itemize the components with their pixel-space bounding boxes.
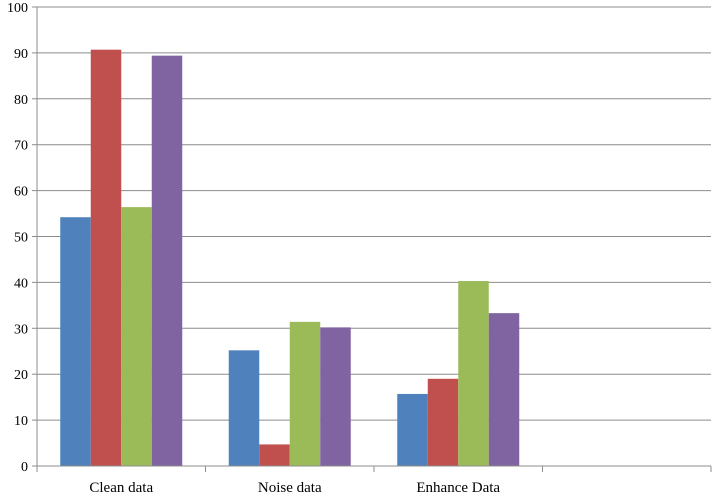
y-tick-label: 0 bbox=[21, 460, 28, 475]
bar-series-2-cat-2 bbox=[259, 444, 290, 466]
x-category-label: Clean data bbox=[89, 480, 153, 492]
bar-series-4-cat-1 bbox=[151, 55, 183, 467]
y-tick-label: 50 bbox=[14, 231, 28, 246]
bar-series-3-cat-3 bbox=[458, 281, 489, 466]
y-tick-label: 30 bbox=[14, 322, 28, 337]
y-tick-label: 60 bbox=[14, 185, 28, 200]
bar-series-4-cat-3 bbox=[488, 313, 520, 466]
bar-series-4-cat-2 bbox=[320, 327, 351, 466]
bar-series-3-cat-2 bbox=[289, 321, 321, 466]
bar-series-1-cat-1 bbox=[60, 217, 91, 466]
x-category-label: Enhance Data bbox=[416, 480, 500, 492]
x-axis-category-labels: Clean data Noise data Enhance Data bbox=[89, 480, 500, 492]
y-axis-tick-labels: 0 10 20 30 40 50 60 70 80 90 100 bbox=[7, 1, 28, 475]
bar-series-1-cat-3 bbox=[397, 393, 428, 466]
y-tick-label: 90 bbox=[14, 47, 28, 62]
bar-series-1-cat-2 bbox=[228, 350, 260, 466]
bars bbox=[60, 49, 520, 467]
y-tick-label: 100 bbox=[7, 1, 28, 16]
x-category-label: Noise data bbox=[258, 480, 322, 492]
y-tick-label: 70 bbox=[14, 139, 28, 154]
y-tick-label: 20 bbox=[14, 368, 28, 383]
y-tick-label: 10 bbox=[14, 414, 28, 429]
y-tick-label: 40 bbox=[14, 276, 28, 291]
axes bbox=[32, 6, 712, 472]
y-tick-label: 80 bbox=[14, 93, 28, 108]
bar-series-3-cat-1 bbox=[121, 207, 152, 466]
bar-series-2-cat-3 bbox=[427, 378, 459, 466]
bar-series-2-cat-1 bbox=[90, 49, 122, 466]
